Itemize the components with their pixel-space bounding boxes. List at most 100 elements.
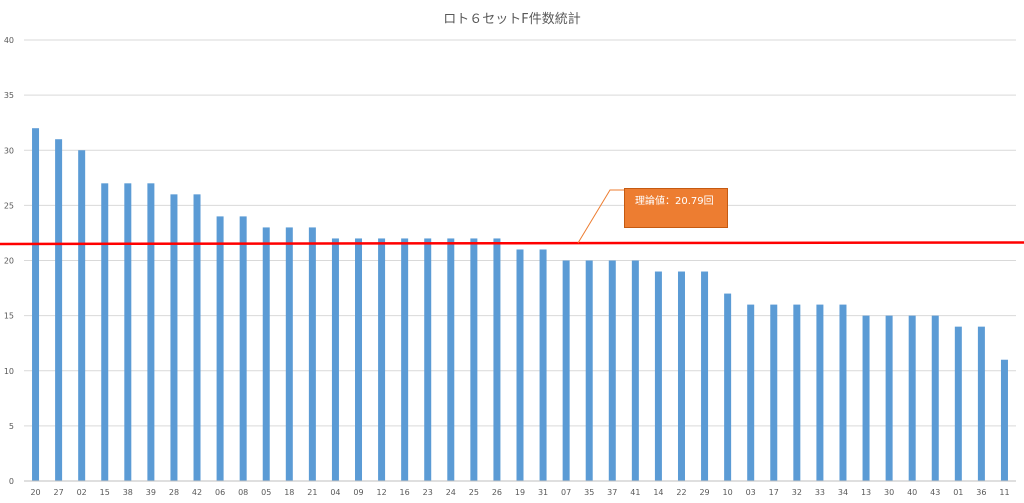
bar-19 [516,249,524,481]
x-tick-label: 42 [192,488,202,497]
x-tick-label: 16 [400,488,410,497]
x-tick-label: 19 [515,488,525,497]
bar-21 [308,227,316,481]
bar-11 [1000,359,1008,481]
x-tick-label: 36 [976,488,986,497]
bars [32,128,1008,481]
x-tick-label: 20 [30,488,40,497]
callout-text: 理論値：20.79回 [635,196,714,207]
x-tick-label: 17 [769,488,779,497]
y-tick-label: 5 [9,422,14,431]
x-tick-label: 33 [815,488,825,497]
bar-23 [424,238,432,481]
x-tick-label: 26 [492,488,502,497]
bar-02 [78,150,86,481]
bar-15 [101,183,109,481]
bar-40 [908,315,916,481]
chart-title: ロト６セットF件数統計 [443,11,580,27]
bar-25 [470,238,478,481]
bar-28 [170,194,178,481]
x-tick-label: 11 [999,488,1009,497]
x-tick-label: 07 [561,488,571,497]
reference-line [0,241,1024,246]
bar-12 [378,238,386,481]
x-tick-label: 03 [746,488,756,497]
x-tick-label: 43 [930,488,940,497]
y-tick-label: 10 [4,367,14,376]
bar-33 [816,304,824,481]
bar-34 [839,304,847,481]
x-tick-label: 05 [261,488,271,497]
x-tick-label: 14 [653,488,663,497]
x-tick-label: 24 [446,488,456,497]
x-tick-label: 29 [699,488,709,497]
x-tick-label: 21 [307,488,317,497]
x-tick-label: 31 [538,488,548,497]
y-tick-label: 25 [4,201,14,210]
x-tick-label: 02 [77,488,87,497]
bar-38 [124,183,132,481]
bar-27 [55,139,63,481]
y-tick-label: 15 [4,312,14,321]
bar-18 [285,227,293,481]
bar-06 [216,216,224,481]
bar-30 [885,315,893,481]
x-tick-label: 09 [353,488,363,497]
x-tick-label: 10 [723,488,733,497]
x-tick-label: 38 [123,488,133,497]
x-tick-label: 27 [54,488,64,497]
x-tick-label: 15 [100,488,110,497]
bar-13 [862,315,870,481]
bar-42 [193,194,201,481]
x-tick-label: 01 [953,488,963,497]
bar-04 [331,238,339,481]
theoretical-value-callout: 理論値：20.79回 [624,188,728,228]
y-tick-label: 20 [4,257,14,266]
bar-10 [724,293,732,481]
x-tick-label: 22 [676,488,686,497]
x-tick-label: 28 [169,488,179,497]
x-tick-label: 37 [607,488,617,497]
bar-01 [954,326,962,481]
bar-32 [793,304,801,481]
y-tick-label: 0 [9,477,14,486]
x-axis-tick-labels: 20 27 02 15 38 39 28 42 06 08 05 18 21 04 09 12 16 23 24 25… [30,488,1009,497]
y-tick-label: 40 [4,36,14,45]
bar-17 [770,304,778,481]
bar-31 [539,249,547,481]
x-tick-label: 34 [838,488,848,497]
bar-29 [701,271,709,481]
bar-07 [562,260,570,481]
bar-41 [631,260,639,481]
bar-43 [931,315,939,481]
x-tick-label: 18 [284,488,294,497]
bar-03 [747,304,755,481]
y-tick-label: 30 [4,146,14,155]
x-tick-label: 35 [584,488,594,497]
bar-22 [677,271,685,481]
x-tick-label: 39 [146,488,156,497]
x-tick-label: 30 [884,488,894,497]
callout-pointer [577,189,624,244]
bar-24 [447,238,455,481]
bar-36 [977,326,985,481]
bar-09 [355,238,363,481]
bar-08 [239,216,247,481]
bar-39 [147,183,155,481]
x-tick-label: 12 [376,488,386,497]
x-tick-label: 41 [630,488,640,497]
x-tick-label: 23 [423,488,433,497]
bar-16 [401,238,409,481]
bar-26 [493,238,501,481]
x-tick-label: 40 [907,488,917,497]
bar-14 [654,271,662,481]
x-tick-label: 04 [330,488,340,497]
bar-35 [585,260,593,481]
x-tick-label: 13 [861,488,871,497]
x-tick-label: 08 [238,488,248,497]
x-tick-label: 32 [792,488,802,497]
x-tick-label: 25 [469,488,479,497]
bar-20 [32,128,40,481]
y-axis-tick-labels: 0 5 10 15 20 25 30 35 40 [4,36,14,486]
